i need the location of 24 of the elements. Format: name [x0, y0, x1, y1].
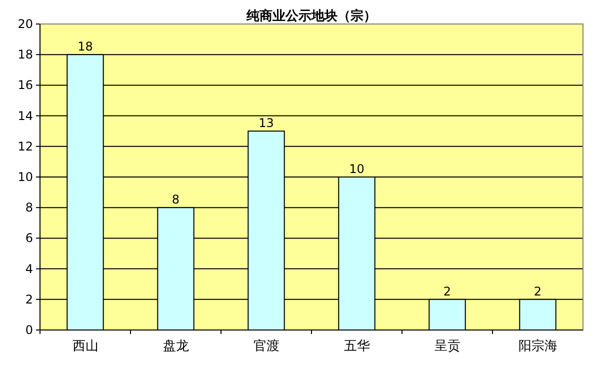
y-tick-label: 12	[18, 139, 33, 154]
y-tick-label: 6	[25, 231, 33, 246]
x-tick-label: 盘龙	[162, 339, 189, 354]
y-tick-label: 10	[18, 170, 33, 184]
chart-title: 纯商业公示地块（宗）	[246, 8, 376, 24]
data-label: 2	[443, 284, 452, 298]
y-tick-label: 0	[25, 323, 33, 337]
data-label: 18	[78, 40, 93, 54]
data-label: 8	[172, 192, 180, 207]
x-tick-label: 西山	[72, 339, 98, 354]
y-tick-label: 16	[18, 78, 33, 92]
y-tick-label: 2	[25, 292, 33, 306]
y-tick-label: 18	[18, 48, 33, 62]
x-tick-label: 呈贡	[434, 339, 460, 354]
y-tick-label: 4	[25, 262, 33, 276]
x-tick-label: 官渡	[253, 338, 280, 354]
data-label: 10	[349, 162, 364, 176]
x-tick-label: 五华	[344, 339, 370, 354]
data-label: 2	[534, 284, 542, 298]
data-label: 13	[258, 116, 274, 130]
y-tick-label: 14	[18, 108, 33, 123]
x-tick-label: 阳宗海	[518, 338, 558, 354]
y-tick-label: 20	[18, 17, 33, 31]
y-tick-label: 8	[25, 200, 33, 215]
